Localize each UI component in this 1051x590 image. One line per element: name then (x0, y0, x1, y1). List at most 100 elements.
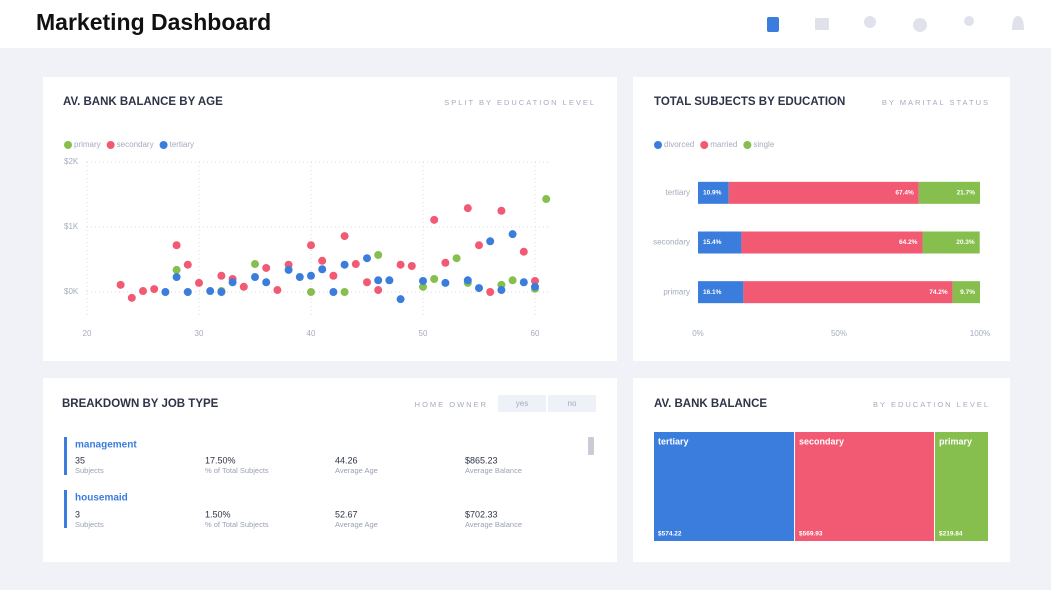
stat-label: Subjects (75, 520, 104, 529)
panel-title: AV. BANK BALANCE (654, 398, 767, 410)
point (251, 273, 259, 282)
point (475, 241, 483, 250)
icon-storage[interactable] (815, 18, 829, 30)
data-label: 74.2% (929, 289, 948, 296)
point (273, 286, 282, 295)
point (486, 237, 495, 246)
icon-user[interactable] (964, 16, 974, 26)
point (228, 278, 237, 287)
stat-value: 1.50% (205, 509, 231, 519)
point (519, 247, 528, 256)
point (396, 260, 405, 269)
panel-title: TOTAL SUBJECTS BY EDUCATION (654, 96, 845, 108)
toggle-yes[interactable] (498, 395, 546, 412)
point (419, 282, 427, 291)
x-tick-label: 100% (970, 329, 990, 338)
x-tick-label: 50 (419, 329, 428, 338)
item-accent (64, 490, 67, 528)
stat-value: $702.33 (465, 509, 498, 519)
cell-value: $574.22 (658, 531, 682, 538)
bar-segment (952, 281, 980, 304)
stat-label: Subjects (75, 466, 104, 475)
panel-subtitle: BY EDUCATION LEVEL (873, 400, 990, 409)
point (172, 241, 181, 250)
point (127, 293, 136, 302)
treemap-cell (654, 432, 795, 541)
cell-value: $219.84 (939, 531, 963, 538)
legend-swatch (159, 141, 168, 149)
point (374, 250, 383, 259)
bar-segment (743, 281, 953, 304)
icon-bell[interactable] (1012, 16, 1024, 30)
job-name[interactable]: housemaid (75, 493, 128, 504)
point (519, 278, 528, 287)
point (262, 263, 271, 272)
point (531, 282, 539, 291)
point (329, 271, 338, 280)
x-tick-label: 40 (307, 329, 316, 338)
panel (43, 77, 617, 361)
stat-value: 52.67 (335, 509, 358, 519)
x-tick-label: 50% (831, 329, 847, 338)
bar-segment (741, 231, 923, 254)
point (139, 287, 147, 296)
point (195, 278, 203, 287)
point (284, 265, 293, 274)
bar-segment (698, 231, 742, 254)
data-label: 20.3% (956, 239, 975, 246)
job-name[interactable]: management (75, 440, 137, 451)
legend-label: single (753, 140, 774, 149)
toggle-no[interactable] (548, 395, 596, 412)
point (183, 260, 192, 269)
panel-title: AV. BANK BALANCE BY AGE (63, 96, 223, 108)
cell-label: tertiary (658, 436, 689, 446)
data-label: 64.2% (899, 239, 918, 246)
point (307, 288, 315, 296)
point (463, 276, 472, 285)
bar-segment (728, 181, 919, 204)
point (318, 265, 327, 274)
point (486, 288, 495, 296)
x-tick-label: 30 (195, 329, 204, 338)
point (396, 295, 405, 304)
x-tick-label: 0% (692, 329, 704, 338)
legend-label: married (710, 140, 737, 149)
filter-label: HOME OWNER (415, 400, 488, 409)
point (430, 275, 439, 283)
point (318, 256, 327, 265)
icon-location[interactable] (864, 16, 876, 28)
panel (633, 77, 1010, 361)
point (385, 276, 394, 285)
page-title: Marketing Dashboard (36, 9, 271, 35)
stat-label: % of Total Subjects (205, 466, 269, 475)
point (351, 260, 360, 269)
cell-label: primary (939, 436, 972, 446)
icon-clipboard[interactable] (767, 17, 779, 32)
treemap-cell (795, 432, 935, 541)
point (150, 285, 159, 294)
treemap-cell (935, 432, 988, 541)
point (295, 273, 304, 282)
point (217, 288, 226, 296)
stat-value: 3 (75, 509, 80, 519)
scrollbar[interactable] (588, 437, 594, 455)
y-tick-label: $1K (64, 222, 79, 231)
data-label: 21.7% (957, 190, 976, 197)
x-tick-label: 60 (531, 329, 540, 338)
stat-value: 35 (75, 455, 85, 465)
point (183, 288, 192, 296)
legend-swatch (700, 141, 709, 149)
cell-value: $569.93 (799, 531, 823, 538)
point (463, 204, 472, 213)
stat-value: 17.50% (205, 455, 236, 465)
point (172, 265, 181, 274)
legend-swatch (64, 141, 72, 149)
point (508, 276, 517, 285)
point (497, 206, 506, 215)
point (116, 280, 125, 289)
icon-cloud[interactable] (913, 18, 927, 32)
toggle-label[interactable]: no (568, 399, 577, 408)
point (239, 282, 248, 291)
point (172, 273, 181, 282)
toggle-label[interactable]: yes (516, 399, 528, 408)
